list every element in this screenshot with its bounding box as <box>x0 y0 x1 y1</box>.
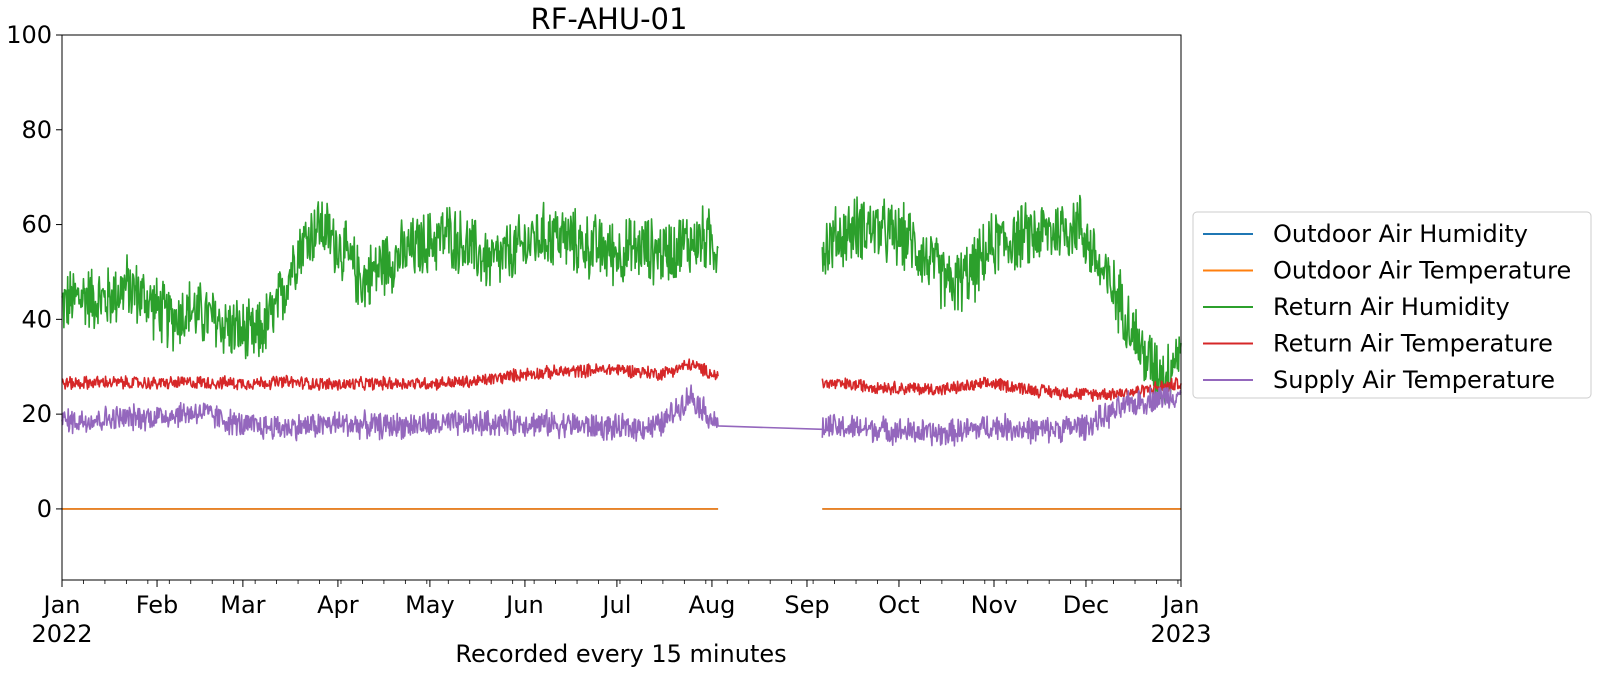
x-tick-label: Aug <box>689 591 736 619</box>
x-tick-label: Sep <box>784 591 829 619</box>
x-tick-year-label: 2023 <box>1150 620 1211 648</box>
y-tick-label: 40 <box>21 305 52 333</box>
y-axis: 0 20 40 60 80 100 <box>6 21 62 523</box>
x-tick-label: Jan <box>42 591 81 619</box>
series-line-supply-air-temperature-1 <box>61 384 823 442</box>
y-tick-label: 20 <box>21 400 52 428</box>
y-tick-label: 0 <box>37 495 52 523</box>
series-line-supply-air-temperature-2 <box>821 386 1182 447</box>
legend-label-outdoor-air-temperature: Outdoor Air Temperature <box>1273 257 1571 285</box>
x-tick-year-label: 2022 <box>31 620 92 648</box>
x-axis-title: Recorded every 15 minutes <box>455 640 786 668</box>
y-tick-label: 100 <box>6 21 52 49</box>
series-line-return-air-humidity-2 <box>821 194 1182 405</box>
x-tick-label: Oct <box>878 591 920 619</box>
y-tick-label: 60 <box>21 211 52 239</box>
legend-label-supply-air-temperature: Supply Air Temperature <box>1273 366 1555 394</box>
series-layer <box>61 194 1182 510</box>
series-line-return-air-humidity-1 <box>61 201 719 360</box>
x-tick-label: Apr <box>317 591 359 619</box>
x-tick-label: Jul <box>600 591 631 619</box>
x-tick-label: Jun <box>504 591 544 619</box>
legend: Outdoor Air Humidity Outdoor Air Temperat… <box>1192 211 1592 399</box>
legend-label-return-air-temperature: Return Air Temperature <box>1273 330 1553 358</box>
x-tick-label: Mar <box>220 591 265 619</box>
x-tick-label: Jan <box>1161 591 1200 619</box>
x-tick-label: Nov <box>971 591 1018 619</box>
series-line-return-air-temperature-1 <box>61 358 719 391</box>
x-tick-label: May <box>405 591 455 619</box>
legend-label-outdoor-air-humidity: Outdoor Air Humidity <box>1273 220 1528 248</box>
series-line-return-air-temperature-2 <box>821 376 1182 402</box>
legend-label-return-air-humidity: Return Air Humidity <box>1273 293 1510 321</box>
chart-title: RF-AHU-01 <box>531 2 688 36</box>
legend-box <box>1192 211 1592 399</box>
x-tick-label: Dec <box>1063 591 1109 619</box>
y-tick-label: 80 <box>21 116 52 144</box>
plot-frame <box>61 34 1182 581</box>
x-tick-label: Feb <box>136 591 179 619</box>
